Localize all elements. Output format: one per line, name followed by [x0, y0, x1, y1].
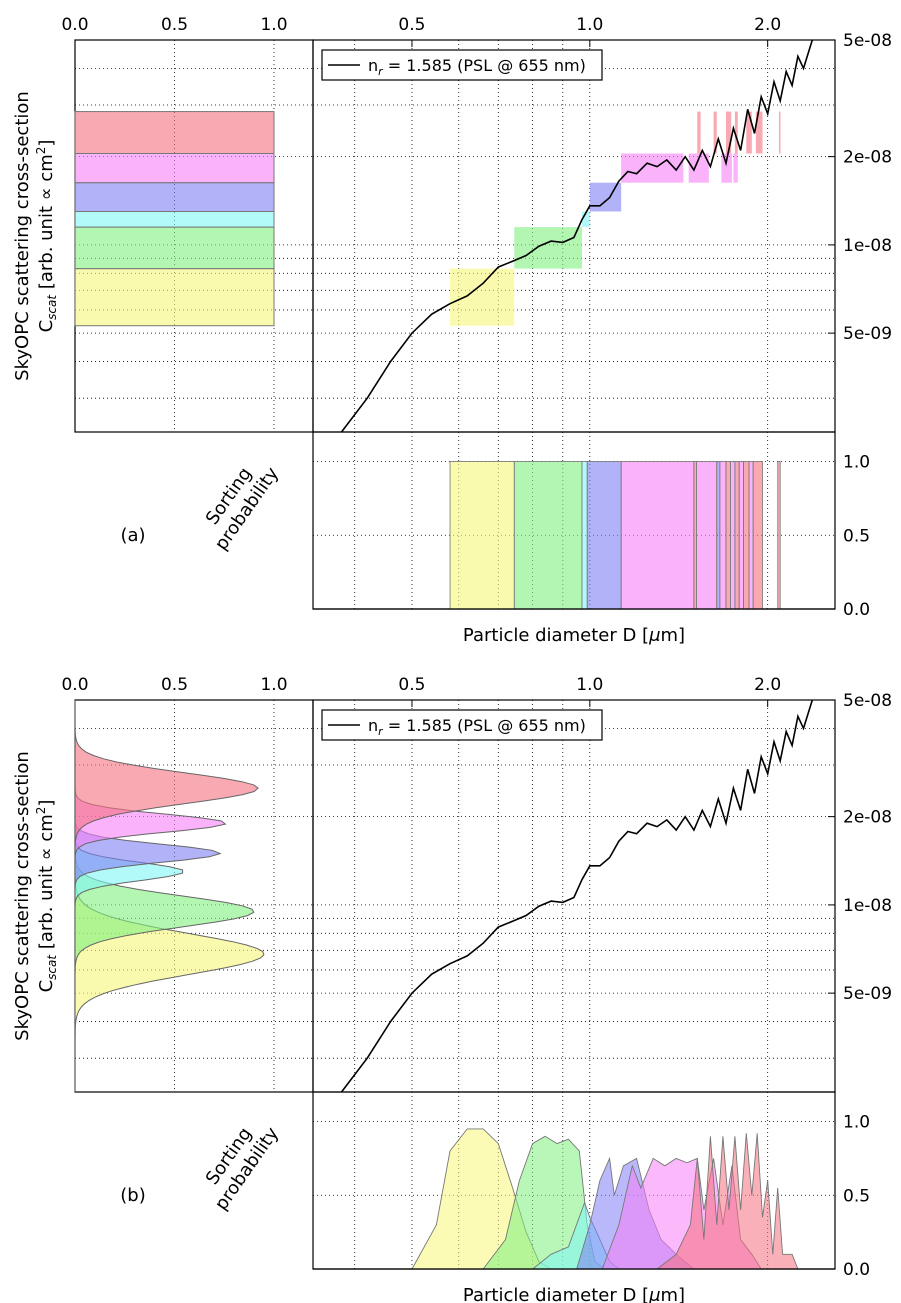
- prob-rect-magenta: [748, 461, 754, 610]
- prob-rect-blue: [716, 461, 721, 610]
- main-y-tick-label: 1e-08: [843, 236, 892, 256]
- main-bin-rect-red: [746, 111, 752, 154]
- main-y-tick-label: 5e-09: [843, 324, 892, 344]
- main-x-tick-label: 1.0: [576, 675, 603, 695]
- prob-rect-red: [752, 461, 763, 610]
- main-bin-rect-magenta: [733, 153, 738, 183]
- main-bin-rect-red: [778, 111, 781, 154]
- main-y-tick-label: 2e-08: [843, 148, 892, 168]
- left-x-tick-label: 0.5: [161, 15, 188, 35]
- main-bin-rect-cyan: [582, 211, 590, 228]
- prob-rect-red: [743, 461, 750, 610]
- left-x-tick-label: 1.0: [260, 15, 287, 35]
- prob-rect-magenta: [738, 461, 744, 610]
- main-y-tick-label: 5e-09: [843, 984, 892, 1004]
- legend-label: nr = 1.585 (PSL @ 655 nm): [368, 716, 586, 738]
- prob-curve-red: [655, 1133, 799, 1270]
- bin-bar-blue: [74, 182, 275, 212]
- main-x-tick-label: 0.5: [398, 15, 425, 35]
- scattering-curve: [340, 39, 814, 433]
- y-axis-label-line2: Cscat [arb. unit ∝ cm2]: [34, 800, 59, 993]
- y-axis-label-line2: Cscat [arb. unit ∝ cm2]: [34, 140, 59, 333]
- prob-y-tick-label: 0.0: [843, 1260, 870, 1280]
- prob-y-tick-label: 0.5: [843, 526, 870, 546]
- y-axis-label: SkyOPC scattering cross-section: [12, 91, 33, 381]
- prob-rect-blue: [586, 461, 622, 610]
- panel-a: 0.5 1.0 2.0 0.0 0.5 1.0 5e-08 2e-08 1e-08 5e-09 0.…: [12, 15, 892, 646]
- scattering-curve: [340, 699, 814, 1093]
- main-bin-rect-magenta: [688, 153, 709, 183]
- left-x-tick-label: 0.0: [61, 675, 88, 695]
- prob-y-tick-label: 0.5: [843, 1186, 870, 1206]
- legend-box: [321, 709, 603, 741]
- prob-y-tick-label: 0.0: [843, 600, 870, 620]
- prob-rect-red: [777, 461, 781, 610]
- left-x-tick-label: 1.0: [260, 675, 287, 695]
- sorting-probability-label: Sortingprobability: [193, 1111, 284, 1215]
- main-bin-rect-red: [734, 111, 738, 154]
- prob-rect-red: [725, 461, 731, 610]
- prob-rect-magenta: [620, 461, 695, 610]
- main-x-tick-label: 2.0: [754, 675, 781, 695]
- legend-label: nr = 1.585 (PSL @ 655 nm): [368, 56, 586, 78]
- main-bin-rect-magenta: [721, 153, 732, 183]
- main-y-tick-label: 1e-08: [843, 896, 892, 916]
- main-bin-rect-yellow: [450, 268, 515, 326]
- prob-rect-magenta: [730, 461, 736, 610]
- bin-bar-yellow: [74, 268, 275, 327]
- x-axis-label: Particle diameter D [μm]: [463, 625, 685, 646]
- main-bin-rect-red: [697, 111, 701, 154]
- main-y-tick-label: 5e-08: [843, 691, 892, 711]
- main-y-tick-label: 5e-08: [843, 31, 892, 51]
- legend-box: [321, 49, 603, 81]
- prob-rect-magenta: [696, 461, 718, 610]
- main-bin-rect-green: [514, 227, 583, 269]
- left-x-tick-label: 0.5: [161, 675, 188, 695]
- panel-label: (a): [120, 525, 145, 546]
- panel-b: 0.5 1.0 2.0 0.0 0.5 1.0 5e-08 2e-08 1e-08 5e-09 0.…: [12, 675, 892, 1303]
- bin-bar-red: [74, 111, 275, 155]
- main-x-tick-label: 1.0: [576, 15, 603, 35]
- main-x-tick-label: 0.5: [398, 675, 425, 695]
- bin-bar-green: [74, 226, 275, 270]
- prob-rect-magenta: [719, 461, 727, 610]
- prob-rect-red: [734, 461, 740, 610]
- prob-rect-yellow: [449, 461, 515, 610]
- y-axis-label: SkyOPC scattering cross-section: [12, 751, 33, 1041]
- main-y-tick-label: 2e-08: [843, 808, 892, 828]
- left-x-tick-label: 0.0: [61, 15, 88, 35]
- prob-y-tick-label: 1.0: [843, 1113, 870, 1133]
- panel-label: (b): [120, 1185, 145, 1206]
- prob-y-tick-label: 1.0: [843, 453, 870, 473]
- bin-bar-magenta: [74, 153, 275, 184]
- x-axis-label: Particle diameter D [μm]: [463, 1285, 685, 1303]
- main-bin-rect-red: [725, 111, 732, 154]
- main-x-tick-label: 2.0: [754, 15, 781, 35]
- main-bin-rect-red: [713, 111, 717, 154]
- sorting-probability-label: Sortingprobability: [193, 451, 284, 555]
- prob-rect-green: [513, 461, 583, 610]
- main-bin-rect-magenta: [621, 153, 684, 183]
- distribution-red: [74, 700, 259, 1092]
- main-bin-rect-red: [755, 111, 763, 154]
- bin-bar-cyan: [74, 210, 275, 228]
- prob-rect-cyan: [581, 461, 588, 610]
